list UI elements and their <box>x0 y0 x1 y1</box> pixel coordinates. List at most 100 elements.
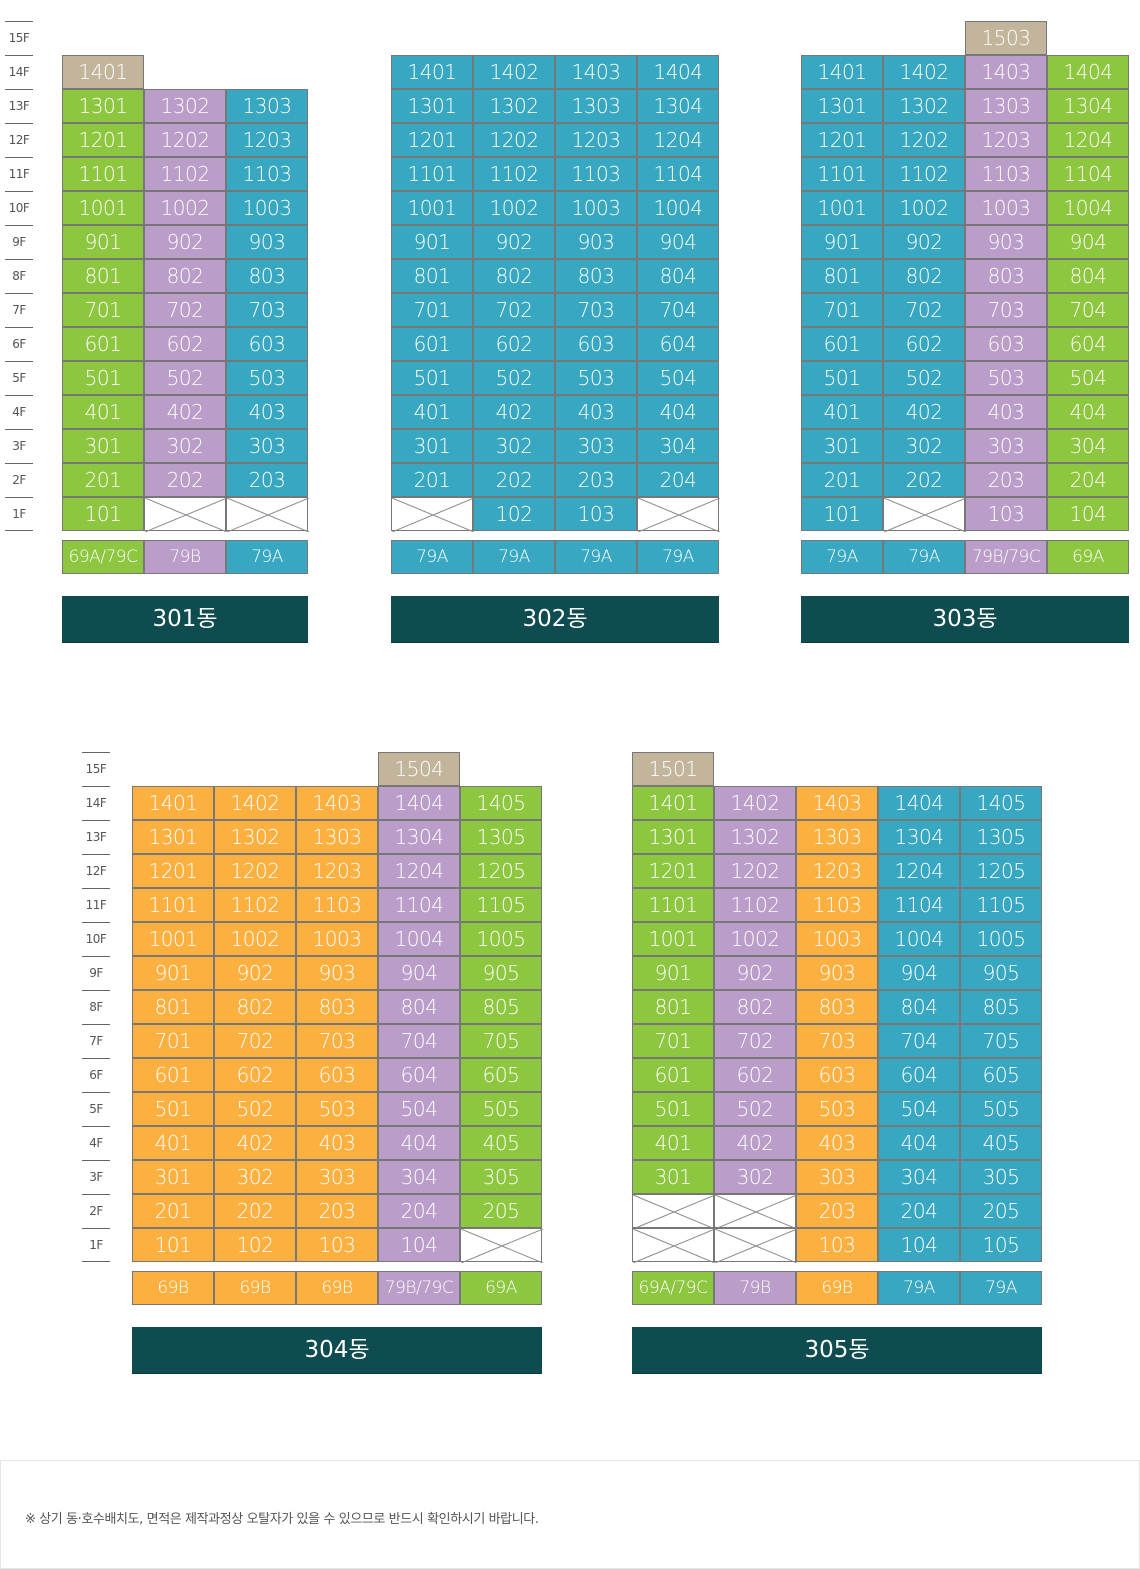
unit-cell[interactable]: 602 <box>714 1058 796 1092</box>
unit-cell[interactable]: 503 <box>965 361 1047 395</box>
unit-cell[interactable]: 203 <box>796 1194 878 1228</box>
unit-cell[interactable]: 1002 <box>473 191 555 225</box>
unit-cell[interactable]: 1104 <box>378 888 460 922</box>
unit-cell[interactable]: 901 <box>801 225 883 259</box>
unit-cell[interactable]: 805 <box>460 990 542 1024</box>
unit-cell[interactable]: 903 <box>226 225 308 259</box>
unit-cell[interactable]: 501 <box>391 361 473 395</box>
unit-cell[interactable]: 1104 <box>878 888 960 922</box>
unit-cell[interactable]: 702 <box>214 1024 296 1058</box>
unit-cell[interactable]: 404 <box>878 1126 960 1160</box>
unit-cell[interactable]: 202 <box>144 463 226 497</box>
unit-cell[interactable]: 405 <box>960 1126 1042 1160</box>
unit-cell[interactable]: 201 <box>391 463 473 497</box>
unit-cell[interactable]: 302 <box>714 1160 796 1194</box>
unit-cell[interactable]: 1005 <box>960 922 1042 956</box>
unit-cell[interactable]: 201 <box>132 1194 214 1228</box>
unit-cell[interactable]: 601 <box>62 327 144 361</box>
unit-cell[interactable]: 1404 <box>878 786 960 820</box>
unit-cell[interactable]: 902 <box>473 225 555 259</box>
unit-cell[interactable]: 1403 <box>796 786 878 820</box>
unit-cell[interactable]: 402 <box>473 395 555 429</box>
unit-cell[interactable]: 204 <box>637 463 719 497</box>
unit-cell[interactable]: 201 <box>801 463 883 497</box>
unit-cell[interactable]: 1303 <box>965 89 1047 123</box>
unit-cell[interactable]: 1301 <box>391 89 473 123</box>
unit-cell[interactable]: 101 <box>801 497 883 531</box>
unit-cell[interactable]: 903 <box>555 225 637 259</box>
unit-cell[interactable]: 304 <box>878 1160 960 1194</box>
unit-cell[interactable]: 502 <box>714 1092 796 1126</box>
unit-cell[interactable]: 1404 <box>637 55 719 89</box>
unit-cell[interactable]: 804 <box>878 990 960 1024</box>
unit-cell[interactable]: 1203 <box>965 123 1047 157</box>
unit-cell[interactable]: 901 <box>132 956 214 990</box>
unit-cell[interactable]: 904 <box>1047 225 1129 259</box>
unit-cell[interactable]: 701 <box>62 293 144 327</box>
unit-cell[interactable]: 701 <box>132 1024 214 1058</box>
unit-cell[interactable]: 501 <box>632 1092 714 1126</box>
unit-cell[interactable]: 1204 <box>637 123 719 157</box>
unit-cell[interactable]: 702 <box>883 293 965 327</box>
unit-cell[interactable]: 1202 <box>144 123 226 157</box>
unit-cell[interactable]: 904 <box>637 225 719 259</box>
unit-cell[interactable]: 703 <box>796 1024 878 1058</box>
unit-cell[interactable]: 804 <box>378 990 460 1024</box>
unit-cell[interactable]: 102 <box>473 497 555 531</box>
unit-cell[interactable]: 705 <box>460 1024 542 1058</box>
unit-cell[interactable]: 1302 <box>214 820 296 854</box>
unit-cell[interactable]: 105 <box>960 1228 1042 1262</box>
unit-cell[interactable]: 1401 <box>801 55 883 89</box>
unit-cell[interactable]: 202 <box>473 463 555 497</box>
unit-cell[interactable]: 903 <box>296 956 378 990</box>
unit-cell[interactable]: 402 <box>144 395 226 429</box>
unit-cell[interactable]: 404 <box>637 395 719 429</box>
unit-cell[interactable]: 701 <box>801 293 883 327</box>
unit-cell[interactable]: 1102 <box>144 157 226 191</box>
unit-cell[interactable]: 604 <box>378 1058 460 1092</box>
unit-cell[interactable]: 602 <box>144 327 226 361</box>
unit-cell[interactable]: 802 <box>144 259 226 293</box>
unit-cell[interactable]: 1301 <box>62 89 144 123</box>
unit-cell[interactable]: 603 <box>296 1058 378 1092</box>
unit-cell[interactable]: 1304 <box>878 820 960 854</box>
unit-cell[interactable]: 904 <box>878 956 960 990</box>
unit-cell[interactable]: 704 <box>378 1024 460 1058</box>
unit-cell[interactable]: 1401 <box>132 786 214 820</box>
unit-cell[interactable]: 1101 <box>632 888 714 922</box>
unit-cell[interactable]: 104 <box>1047 497 1129 531</box>
unit-cell[interactable]: 501 <box>132 1092 214 1126</box>
unit-cell[interactable]: 1305 <box>960 820 1042 854</box>
unit-cell[interactable]: 202 <box>883 463 965 497</box>
unit-cell[interactable]: 904 <box>378 956 460 990</box>
unit-cell[interactable]: 405 <box>460 1126 542 1160</box>
unit-cell[interactable]: 1205 <box>960 854 1042 888</box>
unit-cell[interactable]: 804 <box>1047 259 1129 293</box>
unit-cell[interactable]: 1104 <box>637 157 719 191</box>
unit-cell[interactable]: 905 <box>960 956 1042 990</box>
unit-cell[interactable]: 302 <box>144 429 226 463</box>
unit-cell[interactable]: 601 <box>132 1058 214 1092</box>
unit-cell[interactable]: 203 <box>296 1194 378 1228</box>
unit-cell[interactable]: 204 <box>1047 463 1129 497</box>
unit-cell[interactable]: 1201 <box>801 123 883 157</box>
unit-cell[interactable]: 303 <box>555 429 637 463</box>
unit-cell[interactable]: 801 <box>132 990 214 1024</box>
unit-cell[interactable]: 301 <box>801 429 883 463</box>
unit-cell[interactable]: 601 <box>391 327 473 361</box>
unit-cell[interactable]: 902 <box>883 225 965 259</box>
unit-cell[interactable]: 703 <box>965 293 1047 327</box>
unit-cell[interactable]: 1002 <box>714 922 796 956</box>
unit-cell[interactable]: 1402 <box>473 55 555 89</box>
unit-cell[interactable]: 1401 <box>62 55 144 89</box>
unit-cell[interactable]: 1304 <box>637 89 719 123</box>
unit-cell[interactable]: 901 <box>62 225 144 259</box>
unit-cell[interactable]: 1403 <box>296 786 378 820</box>
unit-cell[interactable]: 502 <box>214 1092 296 1126</box>
unit-cell[interactable]: 1104 <box>1047 157 1129 191</box>
unit-cell[interactable]: 601 <box>632 1058 714 1092</box>
unit-cell[interactable]: 401 <box>132 1126 214 1160</box>
unit-cell[interactable]: 703 <box>555 293 637 327</box>
unit-cell[interactable]: 1501 <box>632 752 714 786</box>
unit-cell[interactable]: 902 <box>714 956 796 990</box>
